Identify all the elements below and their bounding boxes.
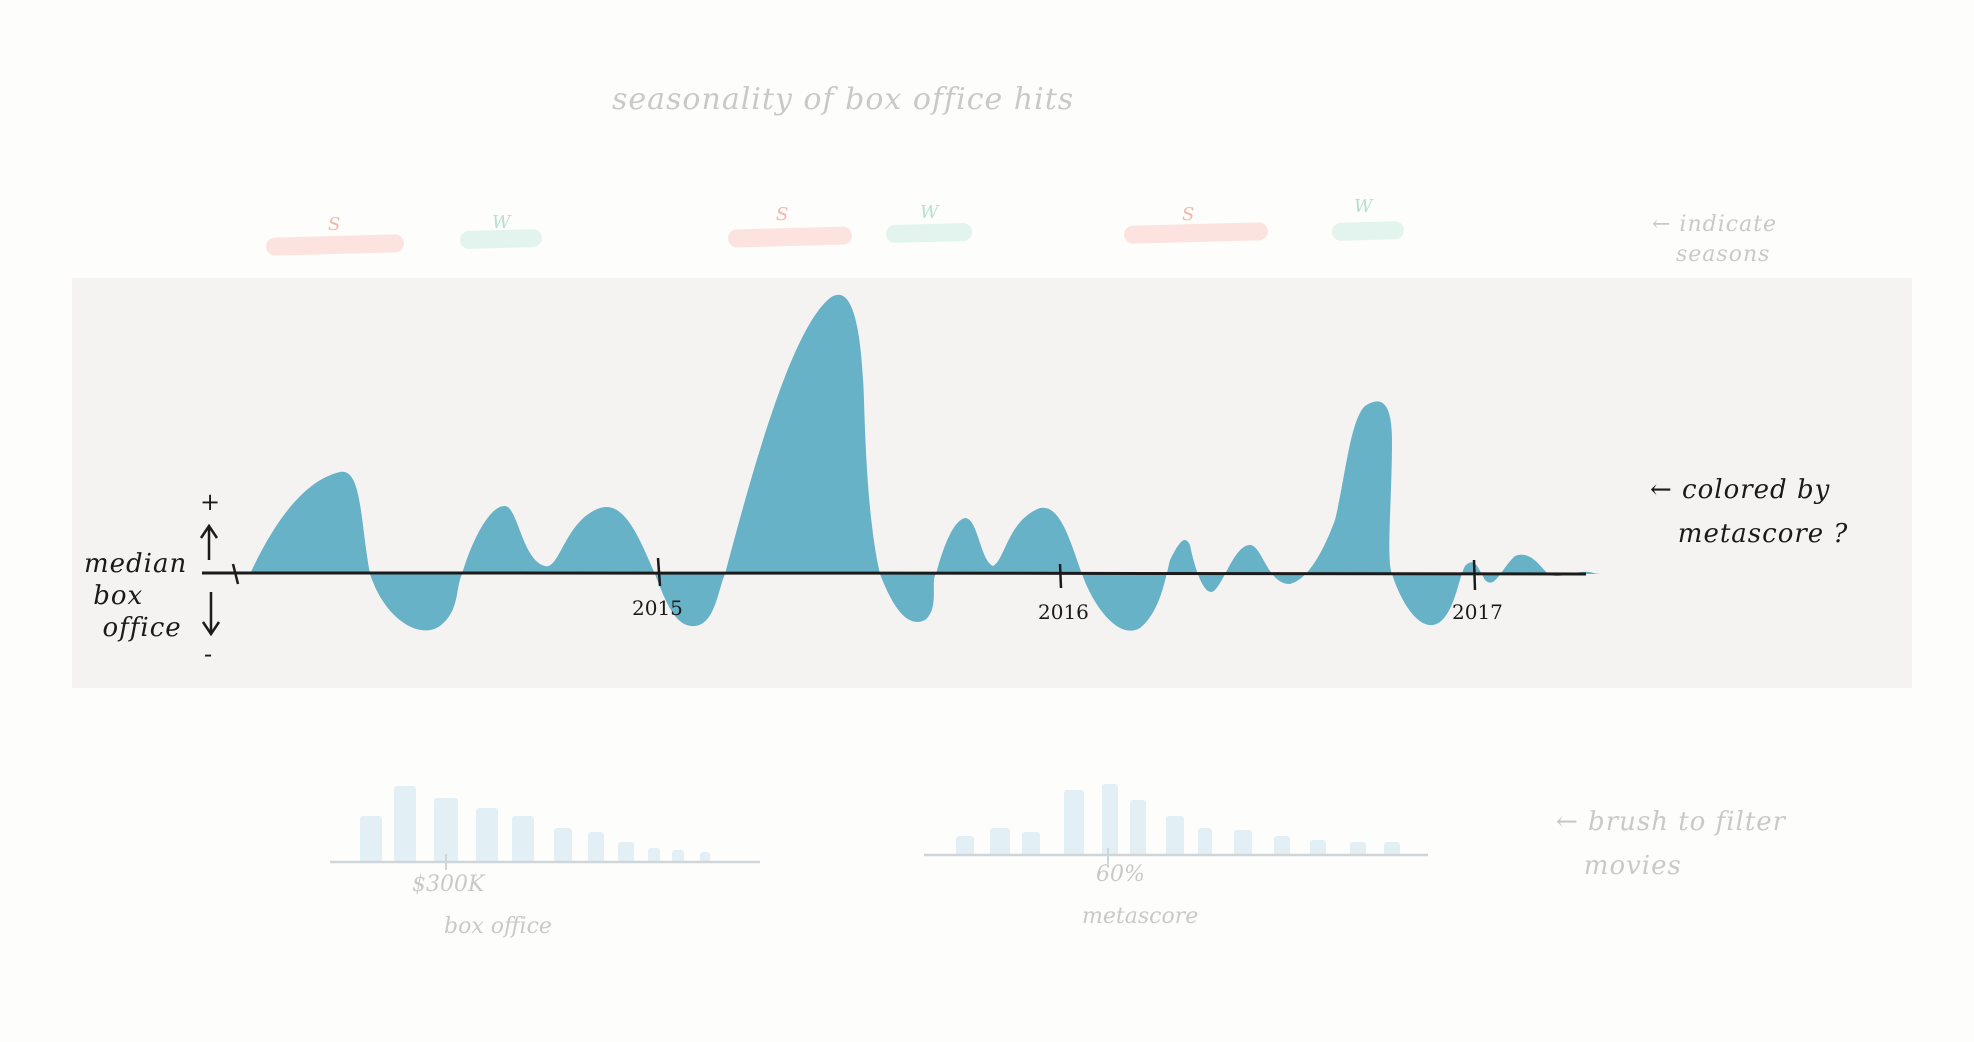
metascore-axis-label: metascore <box>1082 904 1199 929</box>
histogram-bar <box>360 816 382 862</box>
histogram-bar <box>990 828 1010 856</box>
histogram-bar <box>956 836 974 856</box>
histogram-bar <box>672 850 684 862</box>
histogram-bar <box>1384 842 1400 856</box>
up-arrow-icon <box>199 523 219 560</box>
histogram-bar <box>588 832 604 862</box>
box-office-tick-label: $300K <box>412 872 485 897</box>
plus-sign: + <box>200 488 222 516</box>
down-arrow-icon <box>201 592 221 637</box>
year-label-2015: 2015 <box>632 596 683 620</box>
colored-by-metascore-note: ← colored by metascore ? <box>1650 475 1849 549</box>
box-office-axis-label: box office <box>444 914 552 939</box>
histogram-bar <box>618 842 634 862</box>
histogram-bar <box>1166 816 1184 856</box>
histogram-bar <box>648 848 660 862</box>
timeline-panel <box>72 278 1912 688</box>
year-tick-2017 <box>1472 559 1477 591</box>
season-letter: S <box>776 204 789 225</box>
year-tick-2016 <box>1058 563 1063 589</box>
histogram-bar <box>1022 832 1040 856</box>
histogram-bar <box>1130 800 1146 856</box>
year-label-2016: 2016 <box>1038 600 1089 624</box>
median-baseline <box>201 571 1587 576</box>
season-letter: W <box>920 202 939 223</box>
year-tick-2015 <box>656 557 662 587</box>
histogram-bar <box>1310 840 1326 856</box>
histogram-bar <box>394 786 416 862</box>
histogram-bar <box>1350 842 1366 856</box>
metascore-tick-label: 60% <box>1096 862 1145 887</box>
histogram-bar <box>476 808 498 862</box>
year-label-2017: 2017 <box>1452 600 1503 624</box>
indicate-seasons-note: ← indicate seasons <box>1652 212 1778 267</box>
histogram-bar <box>1274 836 1290 856</box>
histogram-bar <box>1198 828 1212 856</box>
histogram-bar <box>700 852 710 862</box>
season-letter: S <box>1182 204 1195 225</box>
minus-sign: - <box>204 640 214 668</box>
histogram-bar <box>554 828 572 862</box>
sketch-title: seasonality of box office hits <box>612 82 1075 117</box>
median-box-office-label: median box office <box>84 549 188 643</box>
histogram-bar <box>1234 830 1252 856</box>
axis-start-tick <box>231 563 240 585</box>
season-letter: S <box>328 214 341 235</box>
histogram-bar <box>1064 790 1084 856</box>
histogram-bar <box>1102 784 1118 856</box>
box-office-histogram <box>360 786 710 862</box>
brush-to-filter-note: ← brush to filter movies <box>1556 807 1787 881</box>
box-office-deviation-area <box>250 294 1602 631</box>
metascore-histogram <box>956 784 1400 856</box>
histogram-bar <box>434 798 458 862</box>
season-letter: W <box>492 212 511 233</box>
season-letter: W <box>1354 196 1373 217</box>
histogram-bar <box>512 816 534 862</box>
